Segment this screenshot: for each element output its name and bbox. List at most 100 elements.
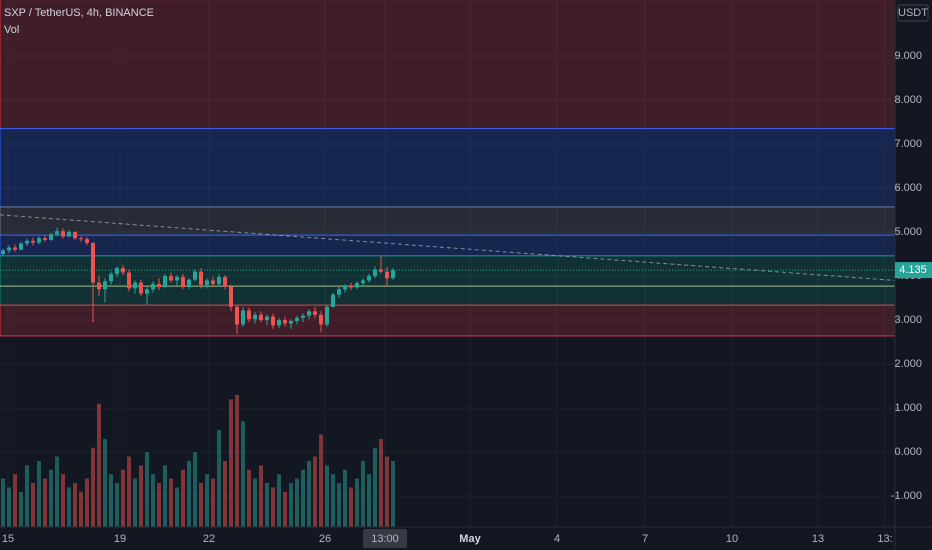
candle-body xyxy=(331,294,335,307)
candle-body xyxy=(133,282,137,289)
x-tick-label: 15 xyxy=(2,533,14,545)
volume-bar xyxy=(19,491,23,527)
candle-body xyxy=(373,269,377,277)
candle-body xyxy=(289,320,293,324)
volume-bar xyxy=(277,474,281,527)
candle-body xyxy=(43,238,47,240)
volume-bar xyxy=(217,430,221,527)
volume-bar xyxy=(265,482,269,527)
volume-bar xyxy=(73,482,77,527)
volume-bar xyxy=(343,469,347,527)
candle-body xyxy=(139,282,143,294)
volume-bar xyxy=(85,478,89,527)
candle-body xyxy=(367,276,371,281)
candle-body xyxy=(253,314,257,320)
volume-bar xyxy=(337,482,341,527)
x-tick-label: 7 xyxy=(642,533,648,545)
volume-bar xyxy=(79,491,83,527)
zone xyxy=(0,206,896,236)
x-tick-label: 13 xyxy=(812,533,824,545)
zone xyxy=(0,255,896,306)
volume-bar xyxy=(151,474,155,527)
volume-bar xyxy=(247,469,251,527)
volume-bar xyxy=(289,482,293,527)
x-tick-label: 19 xyxy=(114,533,126,545)
volume-bar xyxy=(205,474,209,527)
y-tick-label: 5.000 xyxy=(894,226,922,238)
volume-bar xyxy=(115,482,119,527)
volume-bar xyxy=(133,478,137,527)
volume-bar xyxy=(319,434,323,527)
candle-body xyxy=(127,272,131,289)
candle-body xyxy=(19,243,23,250)
candle-body xyxy=(79,238,83,240)
candle-body xyxy=(349,285,353,288)
y-tick-label: 2.000 xyxy=(894,358,922,370)
candle-body xyxy=(313,311,317,315)
volume-bar xyxy=(7,487,11,527)
volume-bar xyxy=(181,469,185,527)
candle-body xyxy=(49,234,53,240)
x-tick-label: May xyxy=(459,533,481,545)
candle-body xyxy=(157,283,161,288)
volume-bar xyxy=(361,460,365,527)
candle-body xyxy=(67,232,71,237)
volume-bar xyxy=(169,478,173,527)
currency-button[interactable] xyxy=(897,4,929,22)
volume-bar xyxy=(13,474,17,527)
volume-bar xyxy=(211,478,215,527)
y-tick-label: 7.000 xyxy=(894,138,922,150)
volume-bar xyxy=(295,478,299,527)
candle-body xyxy=(325,306,329,325)
y-tick-label: 6.000 xyxy=(894,182,922,194)
currency-label: USDT xyxy=(898,7,928,19)
candle-body xyxy=(301,315,305,318)
volume-bar xyxy=(259,465,263,527)
candle-body xyxy=(61,231,65,237)
candle-body xyxy=(247,310,251,320)
volume-bar xyxy=(91,447,95,527)
candle-body xyxy=(337,289,341,295)
candle-body xyxy=(37,238,41,243)
candle-body xyxy=(103,281,107,290)
candle-body xyxy=(271,316,275,326)
volume-bar xyxy=(199,482,203,527)
volume-bar xyxy=(193,452,197,527)
candle-body xyxy=(85,239,89,244)
x-tick-label: 10 xyxy=(726,533,738,545)
volume-bar xyxy=(145,452,149,527)
candle-body xyxy=(169,276,173,281)
candle-body xyxy=(361,280,365,284)
volume-bar xyxy=(325,465,329,527)
volume-bar xyxy=(355,478,359,527)
candle-body xyxy=(7,247,11,251)
zone xyxy=(0,128,896,208)
volume-bar xyxy=(385,456,389,527)
x-tick-label: 22 xyxy=(203,533,215,545)
volume-bar xyxy=(61,474,65,527)
candle-body xyxy=(91,243,95,283)
volume-bar xyxy=(301,469,305,527)
volume-bar xyxy=(121,469,125,527)
candle-body xyxy=(355,283,359,288)
volume-bar xyxy=(31,482,35,527)
volume-bar xyxy=(139,465,143,527)
volume-bar xyxy=(43,478,47,527)
candle-body xyxy=(187,279,191,288)
volume-bar xyxy=(163,465,167,527)
candle-body xyxy=(277,320,281,326)
volume-bar xyxy=(157,482,161,527)
volume-bar xyxy=(235,394,239,527)
volume-bar xyxy=(67,487,71,527)
volume-bar xyxy=(109,474,113,527)
volume-bar xyxy=(373,447,377,527)
symbol-title: SXP / TetherUS, 4h, BINANCE xyxy=(4,7,154,19)
price-pane xyxy=(0,0,896,527)
zone xyxy=(0,304,896,337)
volume-bar xyxy=(331,474,335,527)
volume-bar xyxy=(229,399,233,527)
crosshair-time-box xyxy=(363,529,407,548)
volume-bar xyxy=(37,460,41,527)
y-tick-label: 8.000 xyxy=(894,94,922,106)
